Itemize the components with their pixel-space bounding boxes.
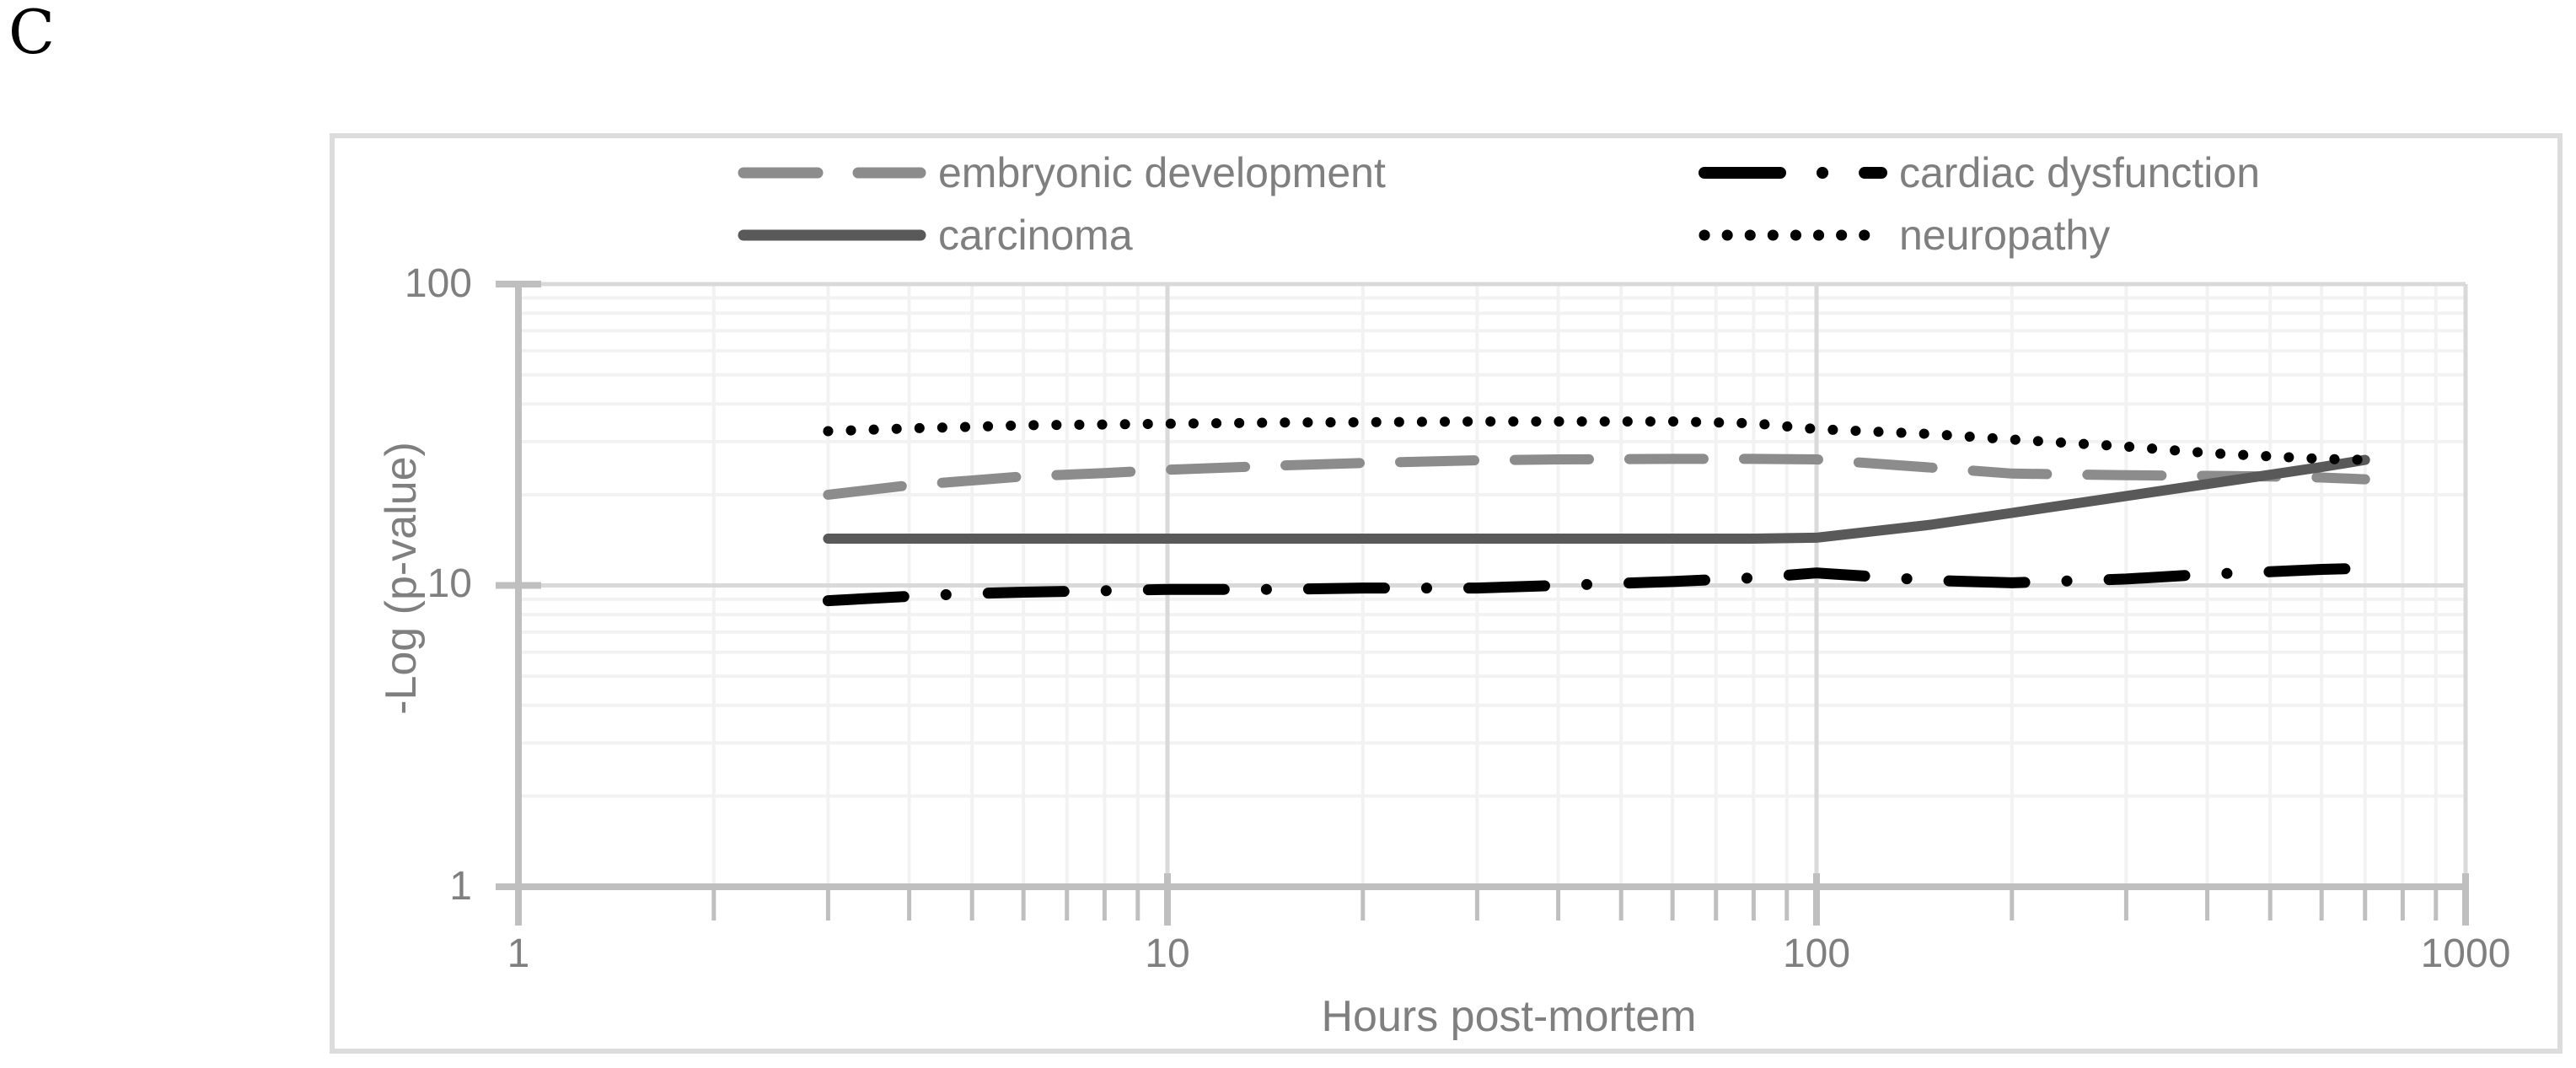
y-axis-title: -Log (p-value) [377,442,426,715]
legend-label: carcinoma [938,212,1133,259]
x-tick-label-100: 100 [1782,931,1851,976]
x-tick-label-1: 1 [507,931,530,976]
dashed-line-swatch-icon [738,167,926,179]
legend-entry-embryonic-development: embryonic development [738,149,1386,196]
legend-label: embryonic development [938,149,1386,196]
x-axis-title: Hours post-mortem [1321,992,1697,1041]
y-tick-label-100: 100 [404,261,472,306]
y-tick-label-1: 1 [449,864,472,909]
legend-entry-carcinoma: carcinoma [738,212,1133,259]
legend-label: neuropathy [1899,212,2111,259]
dotted-line-swatch-icon [1699,229,1887,241]
dashdot-line-swatch-icon [1699,167,1887,179]
panel-label: C [8,0,56,67]
x-tick-label-10: 10 [1145,931,1190,976]
x-tick-label-1000: 1000 [2420,931,2511,976]
y-tick-label-10: 10 [427,561,472,606]
solid-line-swatch-icon [738,229,926,241]
legend-label: cardiac dysfunction [1899,149,2261,196]
chart-frame [330,133,2563,1054]
legend-entry-neuropathy: neuropathy [1699,212,2111,259]
legend-entry-cardiac-dysfunction: cardiac dysfunction [1699,149,2261,196]
